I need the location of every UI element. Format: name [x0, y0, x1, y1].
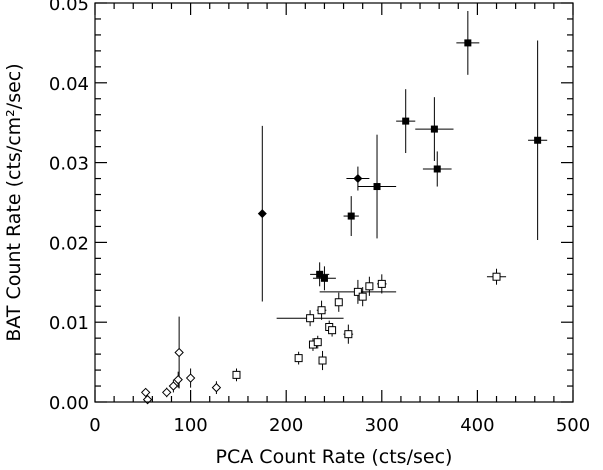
open-diamond-point [140, 387, 151, 398]
filled-square-point [373, 183, 381, 191]
open-square-point [334, 298, 343, 307]
open-square-point [492, 272, 501, 281]
filled-square-point [464, 39, 472, 47]
open-diamond-point [168, 381, 179, 391]
y-tick-label: 0.05 [49, 0, 89, 15]
open-square-point [313, 338, 322, 347]
open-diamond-point [211, 382, 222, 393]
y-tick-label: 0.00 [49, 393, 89, 414]
y-tick-label: 0.01 [49, 313, 89, 334]
open-square-point [344, 330, 353, 339]
y-axis-label: BAT Count Rate (cts/cm²/sec) [3, 63, 25, 341]
filled-square-point [320, 274, 328, 282]
open-square-point [317, 306, 326, 315]
open-diamond-point [161, 387, 172, 398]
filled-diamond-point [257, 209, 267, 219]
open-square-point [318, 356, 327, 365]
x-tick-label: 100 [173, 415, 207, 436]
data-points [140, 39, 542, 405]
open-square-point [353, 287, 362, 296]
filled-square-point [316, 270, 324, 278]
tick-labels: 0 100 200 300 400 500 0.00 0.01 0.02 0.03 0.04 0.05 [49, 0, 590, 436]
filled-diamond-point [353, 174, 363, 184]
filled-square-point [430, 125, 438, 133]
open-square-point [377, 279, 386, 288]
open-square-point [328, 326, 337, 335]
x-tick-label: 200 [269, 415, 303, 436]
filled-square-point [402, 117, 410, 125]
x-axis-label: PCA Count Rate (cts/sec) [216, 446, 453, 468]
open-square-point [306, 314, 315, 323]
error-bars [145, 10, 548, 403]
plot-frame [94, 2, 574, 403]
open-diamond-point [173, 374, 183, 385]
x-tick-label: 0 [89, 415, 100, 436]
filled-square-point [534, 136, 542, 144]
y-tick-label: 0.02 [49, 233, 89, 254]
x-tick-label: 300 [365, 415, 399, 436]
open-diamond-point [174, 347, 184, 358]
filled-square-point [347, 212, 355, 220]
open-square-point [365, 282, 374, 291]
x-tick-label: 500 [556, 415, 590, 436]
open-square-point [232, 370, 241, 379]
axis-ticks [94, 2, 574, 403]
open-square-point [294, 354, 303, 363]
y-tick-label: 0.04 [49, 74, 89, 95]
open-square-point [358, 292, 367, 301]
filled-square-point [433, 165, 441, 173]
y-tick-label: 0.03 [49, 154, 89, 175]
open-diamond-point [185, 373, 196, 383]
x-tick-label: 400 [460, 415, 494, 436]
